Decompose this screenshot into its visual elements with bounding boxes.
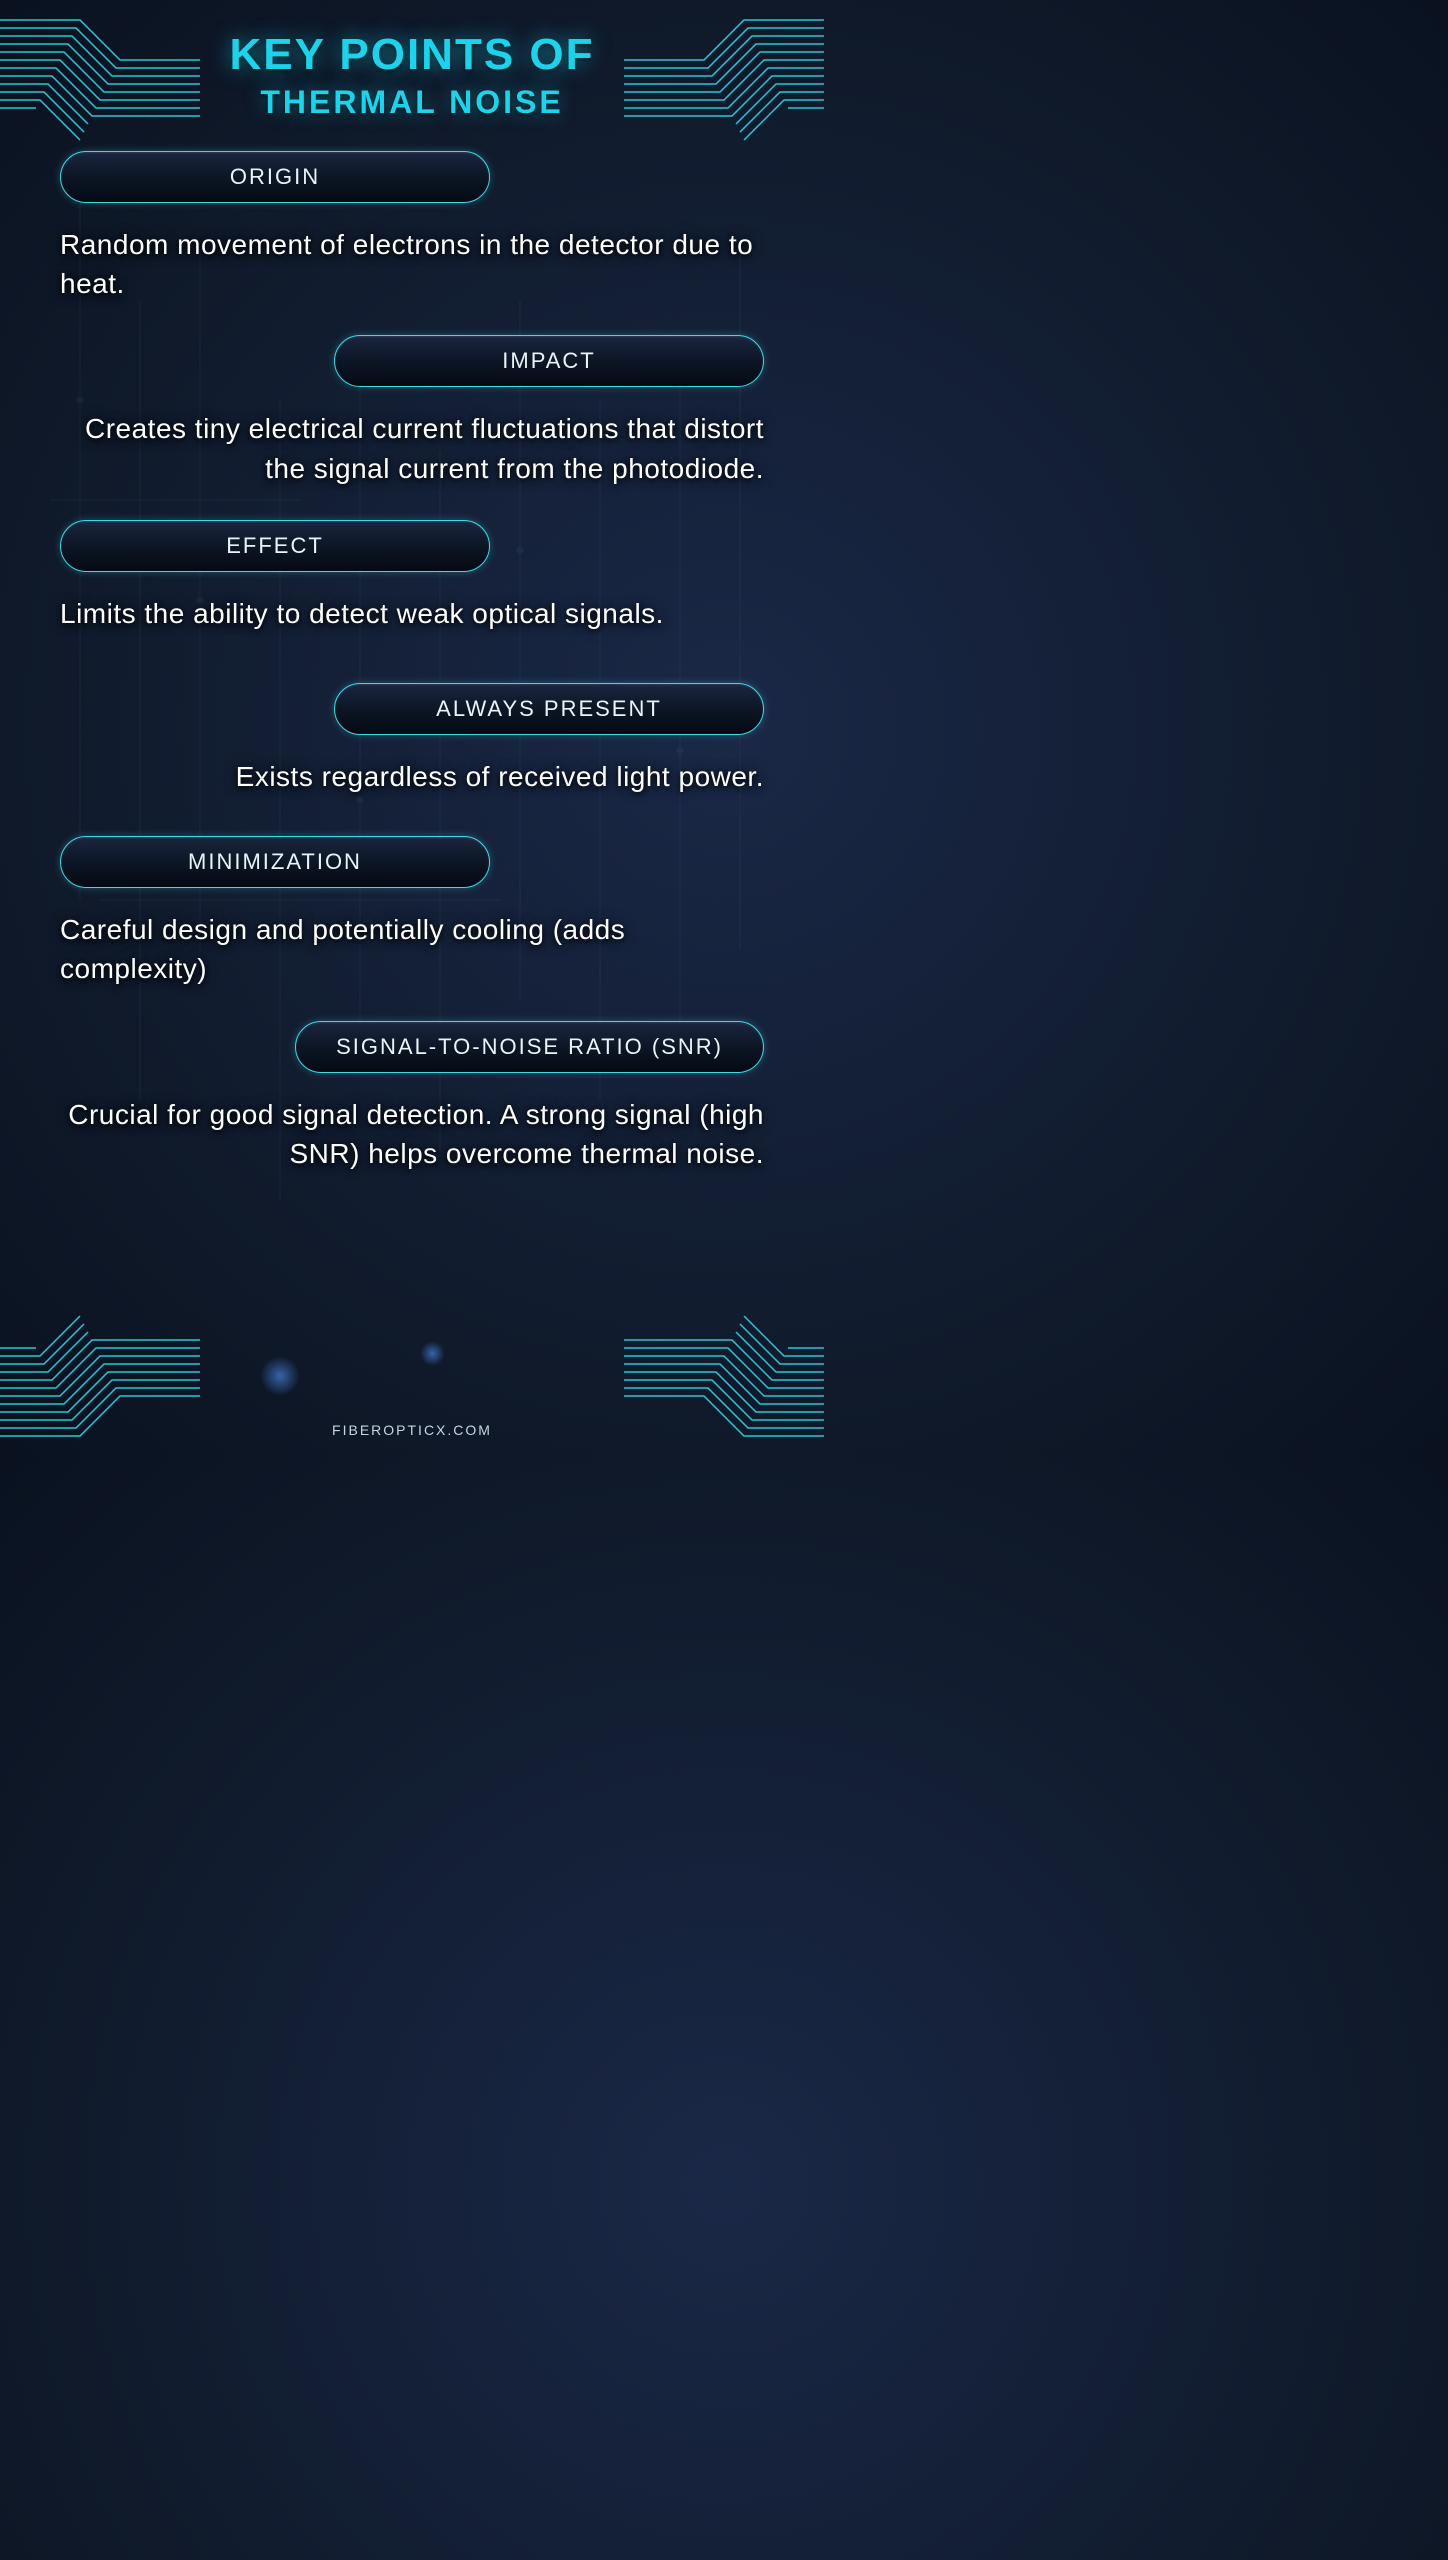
pill-wrapper: IMPACT [60, 335, 764, 387]
section-always-present: ALWAYS PRESENT Exists regardless of rece… [60, 683, 764, 796]
section-text: Limits the ability to detect weak optica… [60, 594, 764, 633]
title-line-2: THERMAL NOISE [0, 84, 824, 121]
glow-particle [260, 1356, 300, 1396]
title-line-1: KEY POINTS OF [0, 30, 824, 80]
pill-wrapper: ALWAYS PRESENT [60, 683, 764, 735]
section-label: IMPACT [334, 335, 764, 387]
page-title: KEY POINTS OF THERMAL NOISE [0, 0, 824, 121]
section-origin: ORIGIN Random movement of electrons in t… [60, 151, 764, 303]
pill-wrapper: ORIGIN [60, 151, 764, 203]
section-impact: IMPACT Creates tiny electrical current f… [60, 335, 764, 487]
section-text: Careful design and potentially cooling (… [60, 910, 764, 988]
pill-wrapper: EFFECT [60, 520, 764, 572]
section-text: Random movement of electrons in the dete… [60, 225, 764, 303]
section-label: ALWAYS PRESENT [334, 683, 764, 735]
section-text: Crucial for good signal detection. A str… [60, 1095, 764, 1173]
section-label: ORIGIN [60, 151, 490, 203]
section-label: MINIMIZATION [60, 836, 490, 888]
section-snr: SIGNAL-TO-NOISE RATIO (SNR) Crucial for … [60, 1021, 764, 1173]
section-text: Exists regardless of received light powe… [60, 757, 764, 796]
content-area: ORIGIN Random movement of electrons in t… [0, 121, 824, 1173]
pill-wrapper: SIGNAL-TO-NOISE RATIO (SNR) [60, 1021, 764, 1073]
section-text: Creates tiny electrical current fluctuat… [60, 409, 764, 487]
section-label: SIGNAL-TO-NOISE RATIO (SNR) [295, 1021, 764, 1073]
section-minimization: MINIMIZATION Careful design and potentia… [60, 836, 764, 988]
section-effect: EFFECT Limits the ability to detect weak… [60, 520, 764, 633]
section-label: EFFECT [60, 520, 490, 572]
pill-wrapper: MINIMIZATION [60, 836, 764, 888]
glow-particle [420, 1341, 445, 1366]
footer-url: FIBEROPTICX.COM [0, 1422, 824, 1438]
